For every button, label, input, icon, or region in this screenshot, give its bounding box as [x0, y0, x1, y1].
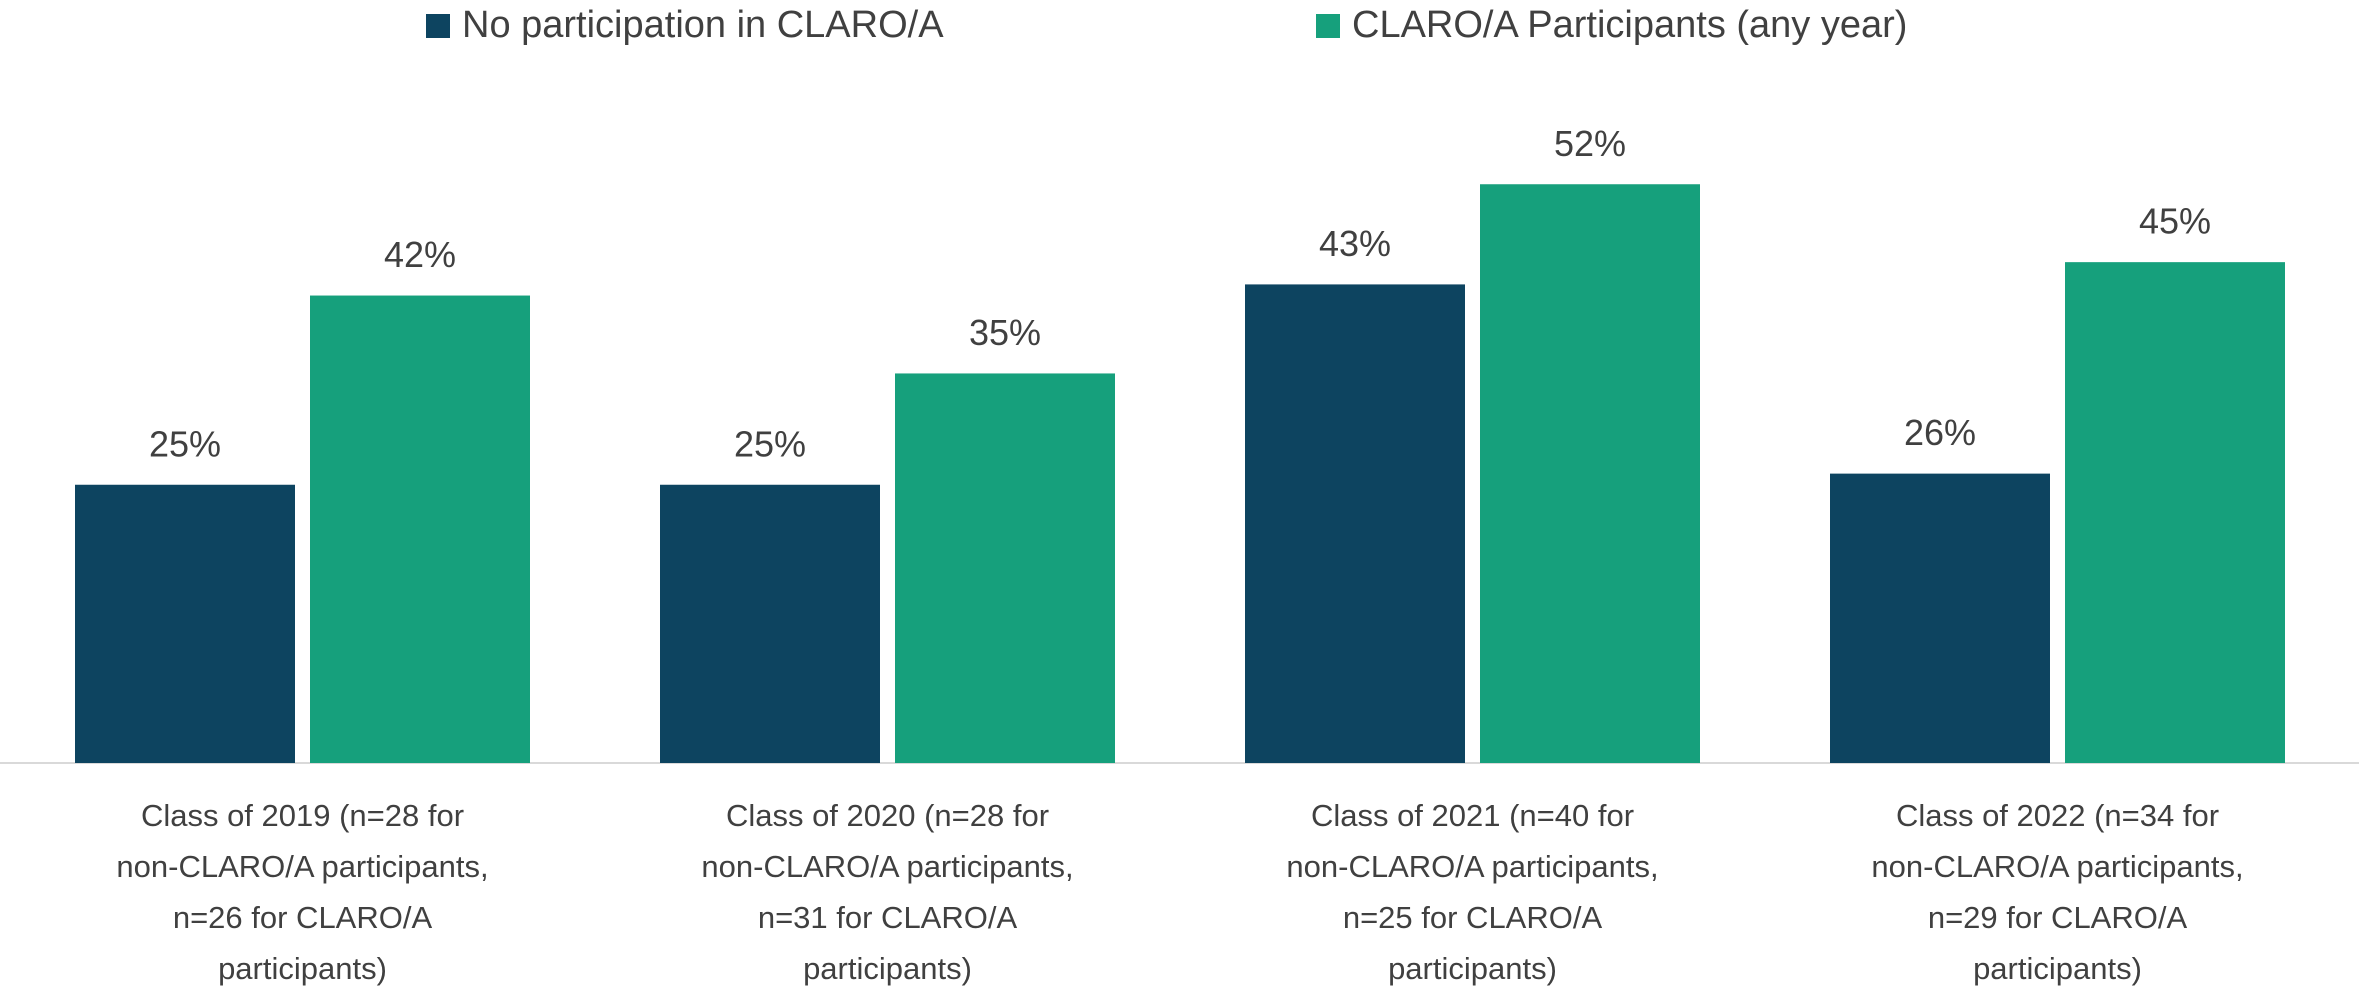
label-line: Class of 2019 (n=28 for [141, 798, 464, 833]
label-line: non-CLARO/A participants, [1286, 849, 1658, 884]
legend-swatch [426, 14, 450, 38]
label-line: n=25 for CLARO/A [1343, 900, 1603, 935]
data-label: 25% [149, 423, 221, 464]
bar [2065, 262, 2285, 763]
label-line: participants) [1973, 951, 2142, 986]
x-tick-label: Class of 2021 (n=40 for non-CLARO/A parti… [1286, 798, 1658, 986]
label-line: participants) [803, 951, 972, 986]
bar [1245, 284, 1465, 763]
label-line: n=31 for CLARO/A [758, 900, 1018, 935]
bar [310, 295, 530, 763]
label-line: Class of 2020 (n=28 for [726, 798, 1049, 833]
data-label: 43% [1319, 223, 1391, 264]
x-tick-label: Class of 2022 (n=34 for non-CLARO/A parti… [1871, 798, 2243, 986]
data-label: 42% [384, 234, 456, 275]
x-tick-label: Class of 2020 (n=28 for non-CLARO/A parti… [701, 798, 1073, 986]
data-label: 26% [1904, 412, 1976, 453]
data-label: 35% [969, 312, 1041, 353]
label-line: non-CLARO/A participants, [116, 849, 488, 884]
label-line: participants) [1388, 951, 1557, 986]
label-line: Class of 2022 (n=34 for [1896, 798, 2219, 833]
label-line: Class of 2021 (n=40 for [1311, 798, 1634, 833]
legend-swatch [1316, 14, 1340, 38]
legend-label: No participation in CLARO/A [462, 4, 944, 46]
label-line: non-CLARO/A participants, [701, 849, 1073, 884]
data-label: 52% [1554, 123, 1626, 164]
label-line: participants) [218, 951, 387, 986]
bar [1480, 184, 1700, 764]
bar [895, 373, 1115, 763]
label-line: n=26 for CLARO/A [173, 900, 433, 935]
bar [1830, 473, 2050, 763]
data-label: 25% [734, 423, 806, 464]
data-label: 45% [2139, 201, 2211, 242]
legend-label: CLARO/A Participants (any year) [1352, 4, 1907, 46]
bar [660, 484, 880, 763]
label-line: non-CLARO/A participants, [1871, 849, 2243, 884]
label-line: n=29 for CLARO/A [1928, 900, 2188, 935]
bar [75, 484, 295, 763]
x-tick-label: Class of 2019 (n=28 for non-CLARO/A parti… [116, 798, 488, 986]
